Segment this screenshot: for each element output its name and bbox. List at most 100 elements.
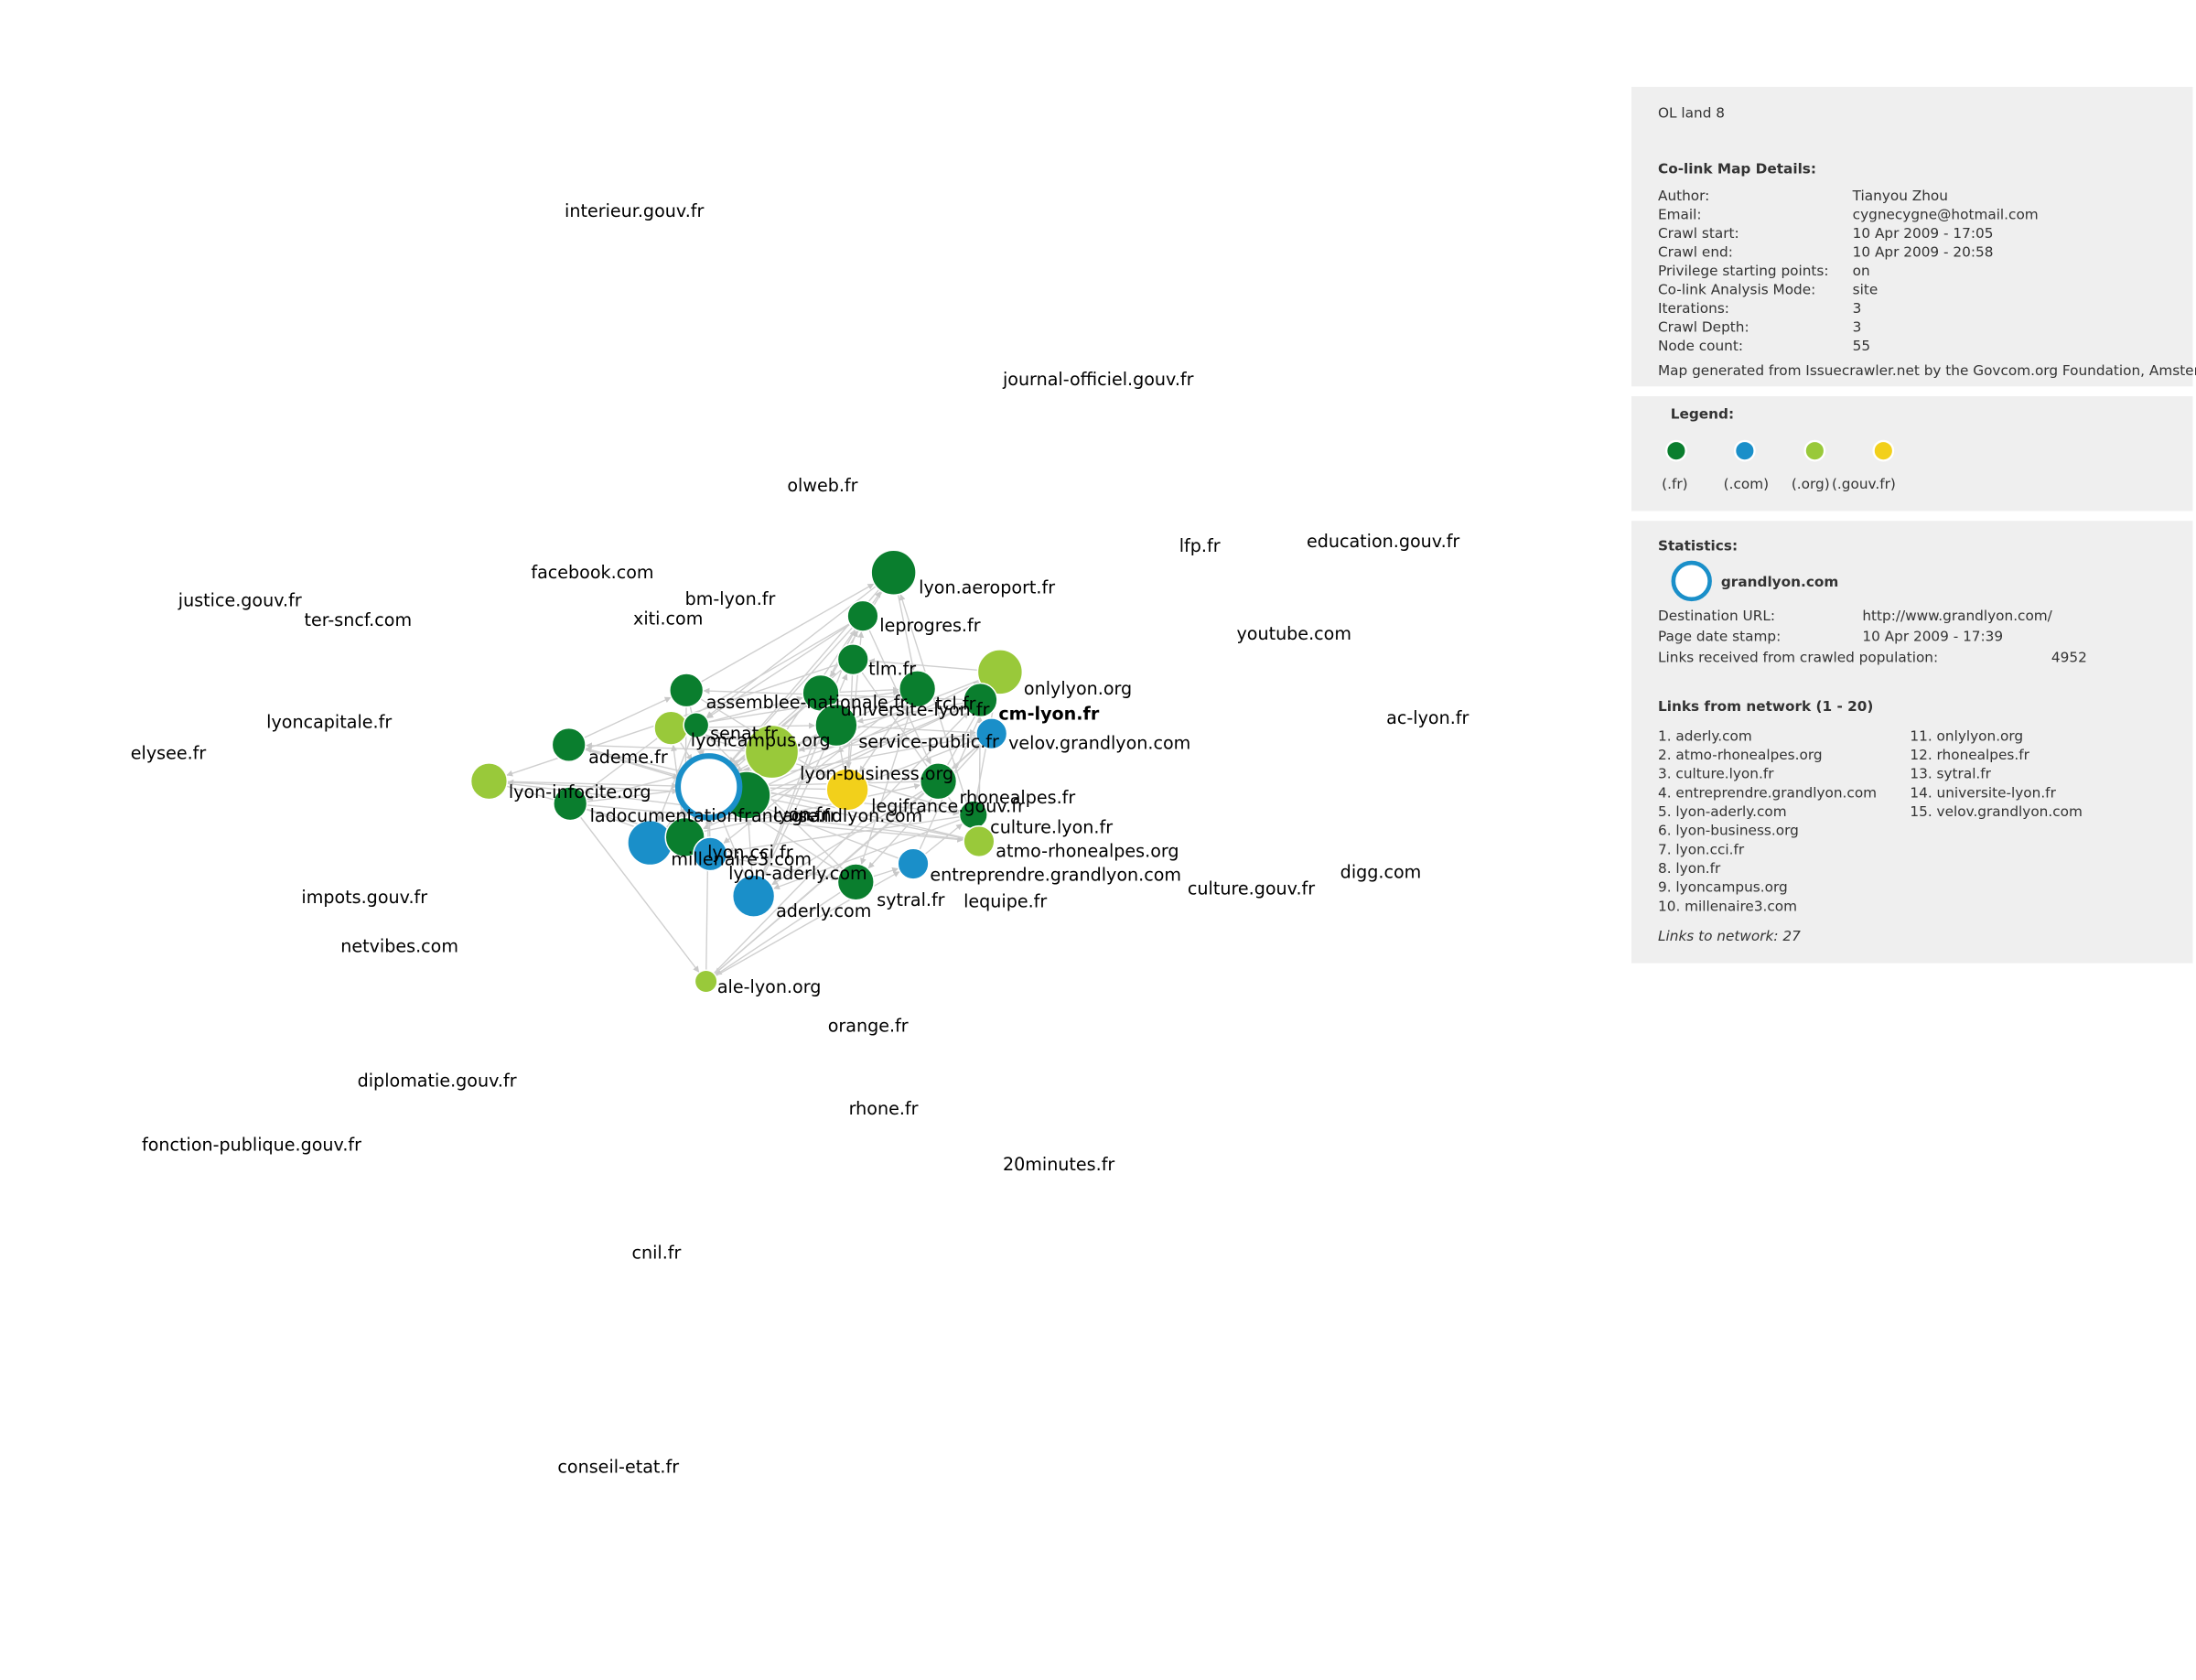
node-label: ademe.fr	[588, 747, 668, 768]
node-label: entreprendre.grandlyon.com	[930, 864, 1181, 885]
node	[653, 710, 689, 746]
legend-swatch	[1803, 439, 1826, 462]
stat-value: 4952	[2051, 650, 2087, 666]
node	[963, 824, 996, 858]
node	[744, 724, 800, 780]
edge	[657, 737, 693, 823]
detail-key: Crawl end:	[1658, 243, 1733, 260]
node-label: xiti.com	[633, 608, 703, 629]
node-label: leprogres.fr	[879, 615, 980, 636]
links-to: Links to network: 27	[1658, 928, 1801, 944]
node	[836, 643, 869, 676]
edge	[861, 672, 971, 830]
edge	[585, 747, 964, 839]
node-label: velov.grandlyon.com	[1008, 733, 1190, 754]
link-item: 4. entreprendre.grandlyon.com	[1658, 784, 1877, 801]
detail-key: Node count:	[1658, 338, 1743, 354]
link-item: 6. lyon-business.org	[1658, 823, 1799, 839]
details-title: OL land 8	[1658, 105, 1725, 122]
legend-heading: Legend:	[1671, 405, 1734, 422]
edge	[687, 689, 900, 727]
node-label: culture.lyon.fr	[990, 816, 1113, 837]
node-label: justice.gouv.fr	[178, 589, 302, 610]
edge	[686, 731, 961, 812]
link-item: 12. rhonealpes.fr	[1910, 747, 2029, 763]
stat-key: Destination URL:	[1658, 608, 1775, 624]
detail-key: Iterations:	[1658, 300, 1729, 317]
edge	[856, 726, 976, 736]
node	[898, 670, 937, 708]
edge	[873, 867, 899, 878]
node-label: ale-lyon.org	[717, 976, 822, 997]
stat-key: Page date stamp:	[1658, 629, 1781, 645]
link-item: 13. sytral.fr	[1910, 766, 1991, 782]
edge	[738, 791, 964, 839]
edge	[919, 692, 992, 850]
node-label: cm-lyon.fr	[998, 703, 1099, 724]
edge	[700, 583, 875, 683]
node-label: youtube.com	[1236, 623, 1351, 644]
detail-value: 10 Apr 2009 - 20:58	[1853, 243, 1994, 260]
node-label: diplomatie.gouv.fr	[358, 1070, 517, 1091]
node	[897, 847, 930, 880]
node-label: grandlyon.com	[791, 805, 922, 826]
node-label: senat.fr	[710, 723, 778, 744]
edge	[760, 630, 858, 878]
panel-text: OL land 8 Co-link Map Details: Author: Tian…	[1658, 105, 2196, 945]
node	[683, 712, 710, 739]
edge	[706, 623, 851, 719]
edge	[727, 856, 838, 881]
node-label: lyoncapitale.fr	[266, 712, 392, 733]
edge	[897, 594, 916, 672]
node	[976, 649, 1024, 695]
site-name: grandlyon.com	[1721, 574, 1838, 590]
details-heading: Co-link Map Details:	[1658, 161, 1816, 178]
link-item: 2. atmo-rhonealpes.org	[1658, 747, 1823, 763]
details-panel	[1631, 86, 2193, 387]
edge	[579, 816, 700, 974]
edge	[924, 823, 963, 855]
node-label: universite-lyon.fr	[840, 699, 989, 720]
node-label: ladocumentationfrancaise.fr	[590, 805, 837, 826]
node-label: education.gouv.fr	[1307, 531, 1459, 552]
node	[836, 863, 875, 901]
node	[553, 786, 588, 822]
node	[963, 682, 998, 718]
detail-value: Tianyou Zhou	[1852, 188, 1948, 204]
link-item: 10. millenaire3.com	[1658, 898, 1797, 914]
detail-value: site	[1853, 281, 1878, 297]
node-label: tlm.fr	[868, 658, 916, 679]
node-label: journal-officiel.gouv.fr	[1002, 369, 1194, 390]
link-item: 7. lyon.cci.fr	[1658, 841, 1745, 857]
link-item: 11. onlylyon.org	[1910, 727, 2023, 744]
edge	[587, 788, 679, 802]
edge	[838, 686, 899, 694]
link-item: 1. aderly.com	[1658, 727, 1752, 744]
detail-value: 3	[1853, 318, 1862, 335]
node-label: impots.gouv.fr	[301, 887, 427, 908]
node-label: olweb.fr	[787, 475, 857, 496]
node	[731, 874, 776, 918]
detail-value: 55	[1853, 338, 1870, 354]
node-label: conseil-etat.fr	[557, 1457, 679, 1478]
node-label: lfp.fr	[1179, 535, 1221, 556]
legend-swatch	[1665, 439, 1687, 462]
node-label: elysee.fr	[131, 742, 207, 763]
detail-key: Privilege starting points:	[1658, 263, 1829, 279]
edge	[719, 814, 747, 878]
link-item: 8. lyon.fr	[1658, 860, 1721, 877]
node	[975, 717, 1008, 750]
statistics-heading: Statistics:	[1658, 537, 1738, 554]
detail-key: Email:	[1658, 206, 1702, 222]
detail-key: Author:	[1658, 188, 1709, 204]
edge	[856, 702, 964, 724]
stat-key: Links received from crawled population:	[1658, 650, 1938, 666]
edge	[585, 748, 680, 780]
node-label: lyon-business.org	[800, 763, 953, 784]
node-label: rhonealpes.fr	[960, 787, 1076, 808]
legend-swatch	[1734, 439, 1756, 462]
legend-panel	[1631, 395, 2193, 512]
edge	[585, 742, 746, 752]
edge	[745, 818, 753, 876]
node-label: onlylyon.org	[1024, 678, 1132, 699]
